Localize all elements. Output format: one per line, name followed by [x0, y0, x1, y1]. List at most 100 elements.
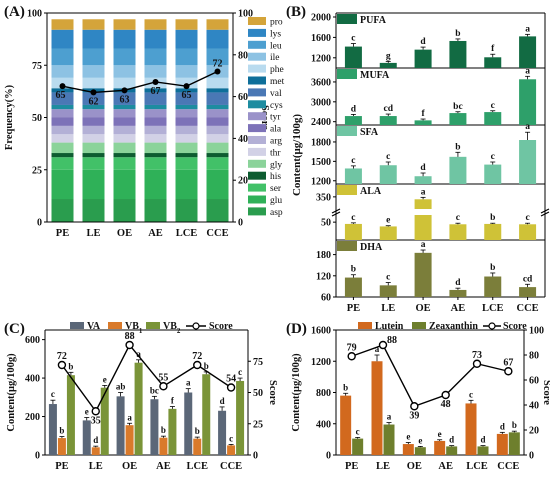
- bar-Lutein-AE: [434, 440, 446, 455]
- bar-segment-gly-LCE: [175, 142, 198, 154]
- y-tick-label: 400: [25, 374, 40, 385]
- bar-segment-his-PE: [51, 153, 74, 158]
- legend-label: pro: [270, 18, 283, 28]
- significance-letter: f: [421, 109, 425, 119]
- significance-letter: a: [127, 412, 132, 422]
- bar-PUFA-OE: [414, 49, 432, 68]
- score-label: 67: [151, 86, 161, 97]
- bar-segment-lys-LCE: [175, 29, 198, 49]
- bar-segment-gly-CCE: [206, 142, 229, 154]
- bar-segment-met-PE: [51, 88, 74, 93]
- bar-segment-phe-PE: [51, 77, 74, 89]
- significance-letter: d: [420, 163, 426, 173]
- x-tick-label: LE: [86, 228, 100, 239]
- panel-a: (A) PE LE OE AE LCE CCE 0 25 50 75 100 0 20 40 60 80 100 F…: [4, 4, 285, 239]
- bar-segment-glu-LE: [82, 169, 105, 200]
- y2-tick-label: 60: [529, 376, 539, 387]
- significance-letter: a: [136, 349, 141, 359]
- bar-SFA-AE: [449, 156, 467, 184]
- bar-segment-phe-CCE: [206, 77, 229, 89]
- bar-segment-val-OE: [113, 92, 136, 105]
- score-label: 39: [409, 410, 419, 421]
- legend-label: VA: [87, 321, 101, 332]
- score-label: 54: [226, 374, 236, 385]
- legend-swatch-Lutein: [358, 322, 372, 329]
- y2-tick-label: 100: [238, 9, 253, 20]
- bar-segment-val-LCE: [175, 92, 198, 105]
- bar-VB2-CCE: [236, 380, 245, 455]
- score-point: [159, 382, 168, 391]
- score-point: [121, 87, 128, 94]
- bar-VA-CCE: [218, 410, 227, 455]
- bar-segment-asp-LCE: [175, 199, 198, 222]
- score-point: [410, 402, 419, 411]
- significance-letter: e: [103, 374, 107, 384]
- legend-label: Score: [209, 321, 233, 332]
- score-point: [193, 360, 202, 370]
- y2-tick-label: 40: [238, 134, 248, 145]
- bar-SFA-LCE: [484, 164, 502, 184]
- legend-label: leu: [270, 41, 282, 51]
- legend-swatch-pro: [248, 17, 266, 25]
- score-point: [125, 340, 134, 350]
- bar-segment-cys-LE: [82, 104, 105, 110]
- y2-tick-label: 0: [238, 218, 243, 229]
- subplot-key-DHA: [337, 241, 357, 251]
- y-axis-title: Frequency(%): [4, 84, 15, 150]
- x-tick-label: OE: [407, 461, 422, 472]
- x-tick-label: OE: [415, 303, 430, 314]
- subplot-title: SFA: [360, 127, 379, 138]
- bar-segment-thr-PE: [51, 134, 74, 143]
- bar-DHA-CCE: [519, 287, 537, 297]
- y-tick-label: 2000: [311, 13, 331, 24]
- bar-VB2-LE: [100, 387, 109, 455]
- x-tick-label: AE: [156, 461, 171, 472]
- bar-DHA-PE: [344, 277, 362, 297]
- bar-segment-ser-PE: [51, 157, 74, 170]
- score-label: 88: [387, 335, 397, 346]
- legend-d: Lutein Zeaxanthin Score: [358, 321, 527, 332]
- legend-swatch-thr: [248, 147, 266, 156]
- legend-score-marker: [488, 322, 496, 330]
- x-tick-label: AE: [438, 461, 453, 472]
- legend-label: lys: [270, 29, 281, 39]
- bar-segment-glu-LCE: [175, 169, 198, 200]
- score-label: 72: [192, 351, 202, 362]
- bar-segment-ser-CCE: [206, 157, 229, 170]
- legend-swatch-phe: [248, 64, 266, 73]
- legend-swatch-met: [248, 76, 266, 85]
- legend-score-marker: [192, 322, 200, 330]
- significance-letter: c: [356, 426, 360, 436]
- bar-ALA-PE: [344, 223, 362, 240]
- bar-PUFA-LE: [379, 62, 397, 68]
- bar-segment-pro-CCE: [206, 19, 229, 30]
- bar-segment-val-LE: [82, 92, 105, 105]
- bar-segment-tyr-CCE: [206, 109, 229, 118]
- bar-Lutein-LE: [371, 361, 383, 455]
- y-axis-title: Content(μg/100g): [6, 353, 17, 432]
- bar-segment-ala-OE: [113, 117, 136, 126]
- bar-SFA-PE: [344, 168, 362, 184]
- bar-segment-his-AE: [144, 153, 167, 158]
- bar-VA-AE: [150, 399, 159, 455]
- bar-segment-thr-LCE: [175, 134, 198, 143]
- y-tick-label: 1800: [311, 137, 331, 148]
- bar-segment-ala-AE: [144, 117, 167, 126]
- score-label: 62: [89, 96, 99, 107]
- bar-segment-ile-LCE: [175, 65, 198, 78]
- bar-PUFA-PE: [344, 46, 362, 68]
- legend-label: cys: [270, 101, 283, 111]
- y2-tick-label: 100: [529, 326, 544, 337]
- axis-break: [540, 211, 550, 217]
- significance-letter: c: [51, 389, 55, 399]
- axis-break: [331, 211, 341, 217]
- significance-letter: b: [351, 265, 356, 275]
- bar-segment-glu-AE: [144, 169, 167, 200]
- legend-label: his: [270, 172, 281, 182]
- significance-letter: d: [500, 421, 505, 431]
- bar-segment-leu-OE: [113, 48, 136, 66]
- bar-segment-gly-AE: [144, 142, 167, 154]
- axis-break: [540, 208, 550, 214]
- bar-ALA-LE: [379, 226, 397, 240]
- significance-letter: c: [469, 389, 473, 399]
